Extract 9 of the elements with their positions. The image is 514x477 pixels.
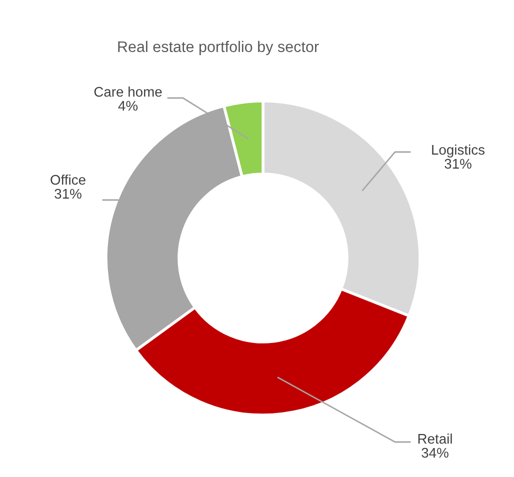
slice-label: Logistics (432, 144, 485, 158)
data-label: 34% (422, 448, 448, 458)
data-label: 31% (54, 188, 82, 199)
slice-label: Office (50, 174, 86, 185)
chart-title: Real estate portfolio by sector (118, 40, 319, 56)
slice-label: Care home (94, 86, 162, 97)
data-label: 31% (444, 158, 472, 169)
slice-label: Retail (418, 434, 452, 444)
data-label: 4% (118, 100, 138, 111)
